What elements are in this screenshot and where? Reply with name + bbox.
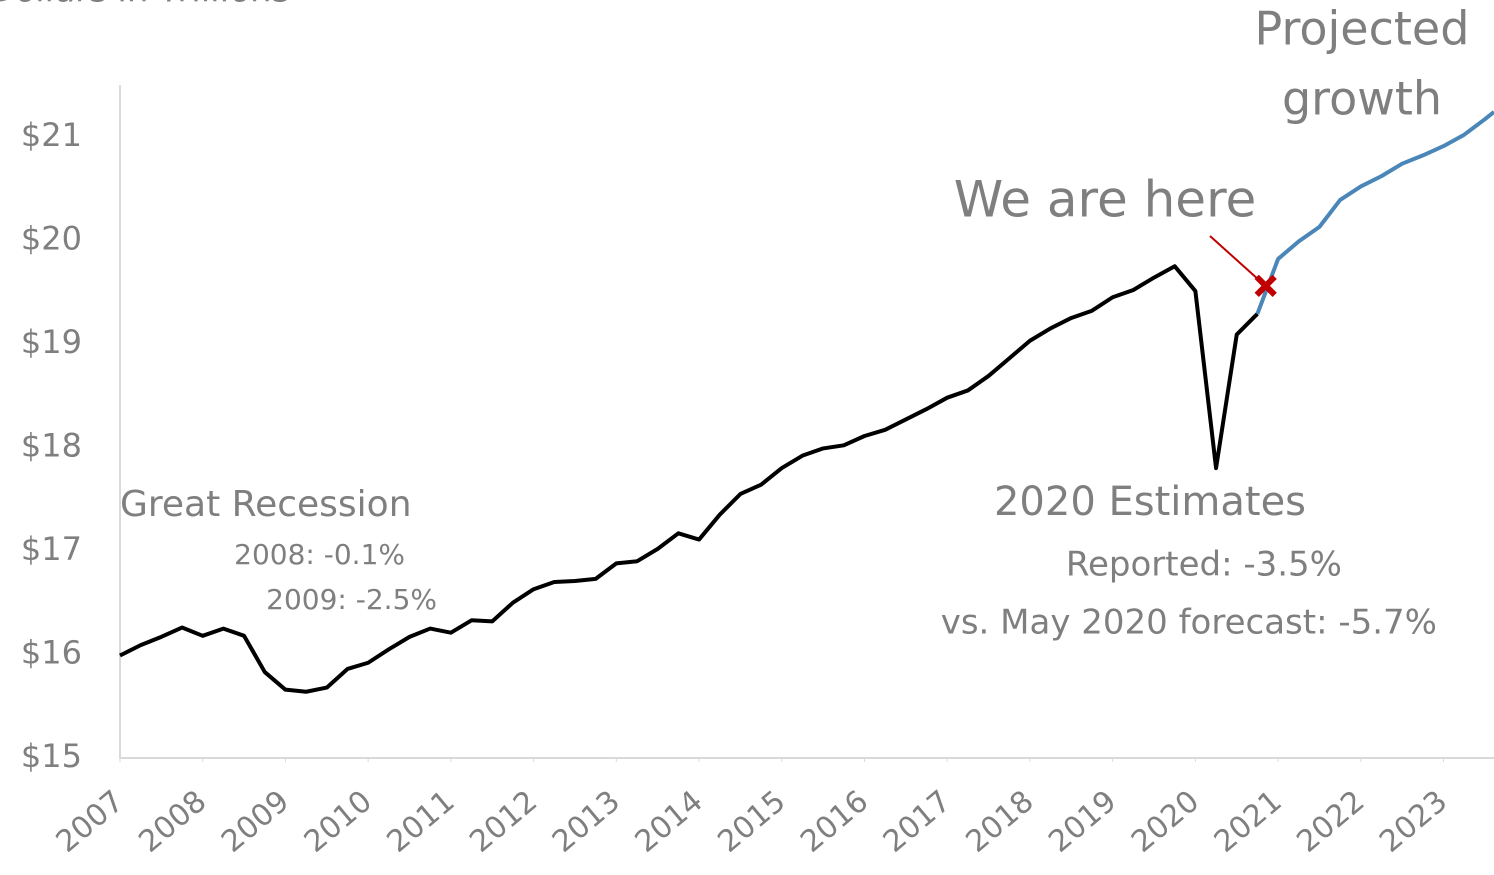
x-tick-label: 2009 [215, 784, 296, 860]
x-tick-label: 2017 [877, 784, 958, 860]
annotation: vs. May 2020 forecast: -5.7% [941, 603, 1437, 643]
annotation: Projected [1255, 2, 1470, 56]
y-tick-label: $19 [21, 323, 82, 361]
annotation: 2009: -2.5% [266, 583, 437, 616]
x-tick-label: 2019 [1042, 784, 1123, 860]
x-tick-label: 2011 [380, 784, 461, 860]
x-tick-label: 2010 [298, 784, 379, 860]
annotation: 2008: -0.1% [234, 538, 405, 571]
x-tick-label: 2015 [711, 784, 792, 860]
x-tick-label: 2023 [1373, 784, 1454, 860]
x-tick-label: 2020 [1125, 784, 1206, 860]
x-tick-label: 2014 [629, 784, 710, 860]
y-tick-label: $15 [21, 737, 82, 775]
annotation: growth [1282, 72, 1442, 126]
x-tick-label: 2016 [794, 784, 875, 860]
y-tick-label: $21 [21, 116, 82, 154]
annotation: Great Recession [120, 484, 412, 525]
x-tick-label: 2007 [50, 784, 131, 860]
x-tick-label: 2022 [1290, 784, 1371, 860]
x-tick-label: 2012 [463, 784, 544, 860]
line-series [119, 264, 1259, 694]
annotation-arrow [1209, 235, 1259, 280]
y-tick-label: $17 [21, 530, 82, 568]
annotation: Reported: -3.5% [1066, 545, 1342, 585]
x-tick-label: 2018 [960, 784, 1041, 860]
x-tick-label: 2013 [546, 784, 627, 860]
y-tick-label: $18 [21, 426, 82, 464]
y-tick-label: $16 [21, 633, 82, 671]
line-series [1255, 110, 1494, 315]
annotation: We are here [954, 171, 1257, 229]
x-tick-label: 2008 [132, 784, 213, 860]
chart-title: Dollars in Trillions [0, 0, 291, 11]
y-tick-label: $20 [21, 219, 82, 257]
x-tick-label: 2021 [1208, 784, 1289, 860]
marker [1254, 274, 1277, 297]
annotation: 2020 Estimates [994, 479, 1306, 525]
